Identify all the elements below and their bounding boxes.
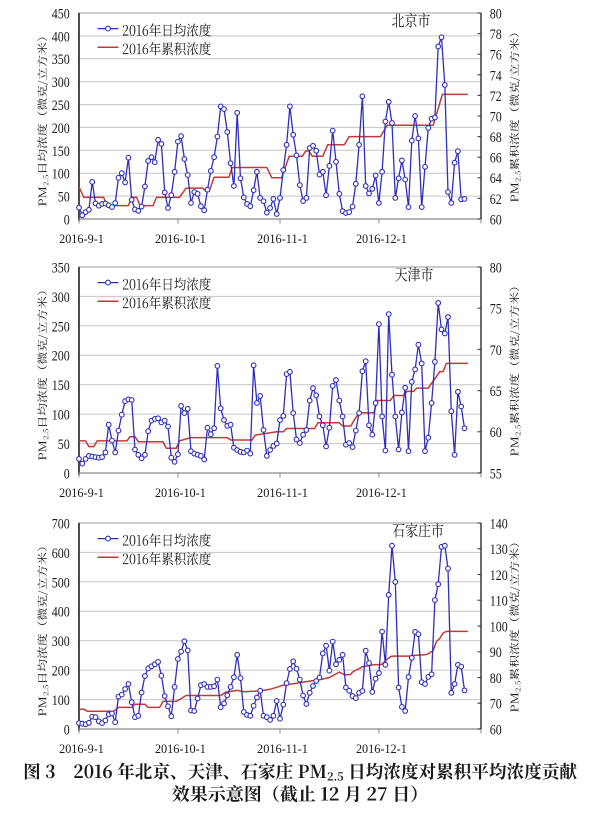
svg-text:2016-10-1: 2016-10-1 [155, 742, 206, 756]
svg-text:300: 300 [52, 634, 70, 650]
svg-text:62: 62 [490, 192, 502, 208]
svg-text:100: 100 [52, 167, 70, 183]
svg-text:120: 120 [490, 568, 508, 584]
svg-text:68: 68 [490, 130, 502, 146]
svg-text:2016-10-1: 2016-10-1 [155, 486, 206, 500]
svg-text:2016-9-1: 2016-9-1 [59, 742, 104, 756]
svg-text:250: 250 [52, 98, 70, 114]
svg-text:100: 100 [52, 693, 70, 709]
svg-text:350: 350 [52, 52, 70, 68]
svg-text:66: 66 [490, 151, 502, 167]
svg-text:50: 50 [58, 437, 70, 453]
svg-text:78: 78 [490, 27, 502, 43]
svg-text:90: 90 [490, 645, 502, 661]
svg-text:60: 60 [490, 425, 502, 441]
svg-text:80: 80 [490, 671, 502, 687]
svg-text:0: 0 [64, 466, 70, 482]
svg-text:100: 100 [490, 620, 508, 636]
svg-text:140: 140 [490, 517, 508, 533]
svg-text:150: 150 [52, 144, 70, 160]
svg-text:300: 300 [52, 290, 70, 306]
svg-text:150: 150 [52, 378, 70, 394]
svg-text:600: 600 [52, 546, 70, 562]
svg-text:2016-12-1: 2016-12-1 [356, 742, 407, 756]
svg-text:400: 400 [52, 29, 70, 45]
svg-text:80: 80 [490, 260, 502, 276]
svg-text:450: 450 [52, 6, 70, 22]
svg-text:0: 0 [64, 723, 70, 739]
svg-text:70: 70 [490, 343, 502, 359]
svg-text:75: 75 [490, 302, 502, 318]
svg-text:2016-9-1: 2016-9-1 [59, 486, 104, 500]
svg-text:72: 72 [490, 89, 502, 105]
svg-text:2016-11-1: 2016-11-1 [257, 742, 308, 756]
svg-text:60: 60 [490, 723, 502, 739]
svg-text:110: 110 [490, 594, 508, 610]
svg-text:700: 700 [52, 517, 70, 533]
svg-text:60: 60 [490, 212, 502, 228]
svg-text:0: 0 [64, 212, 70, 228]
svg-text:2016-10-1: 2016-10-1 [155, 232, 206, 246]
svg-text:2016-11-1: 2016-11-1 [257, 232, 308, 246]
svg-text:55: 55 [490, 466, 502, 482]
svg-text:64: 64 [490, 171, 503, 187]
svg-text:65: 65 [490, 384, 502, 400]
svg-text:2016-12-1: 2016-12-1 [356, 232, 407, 246]
svg-text:70: 70 [490, 110, 502, 126]
svg-text:2016-11-1: 2016-11-1 [257, 486, 308, 500]
svg-text:74: 74 [490, 68, 503, 84]
svg-text:250: 250 [52, 319, 70, 335]
svg-text:200: 200 [52, 664, 70, 680]
svg-text:130: 130 [490, 542, 508, 558]
svg-text:200: 200 [52, 349, 70, 365]
svg-text:2016-9-1: 2016-9-1 [59, 232, 104, 246]
svg-text:300: 300 [52, 75, 70, 91]
svg-text:76: 76 [490, 48, 502, 64]
svg-text:2016-12-1: 2016-12-1 [356, 486, 407, 500]
svg-text:50: 50 [58, 190, 70, 206]
svg-text:70: 70 [490, 697, 502, 713]
svg-text:100: 100 [52, 408, 70, 424]
svg-text:200: 200 [52, 121, 70, 137]
svg-text:400: 400 [52, 605, 70, 621]
svg-text:500: 500 [52, 575, 70, 591]
svg-text:350: 350 [52, 260, 70, 276]
svg-text:80: 80 [490, 6, 502, 22]
